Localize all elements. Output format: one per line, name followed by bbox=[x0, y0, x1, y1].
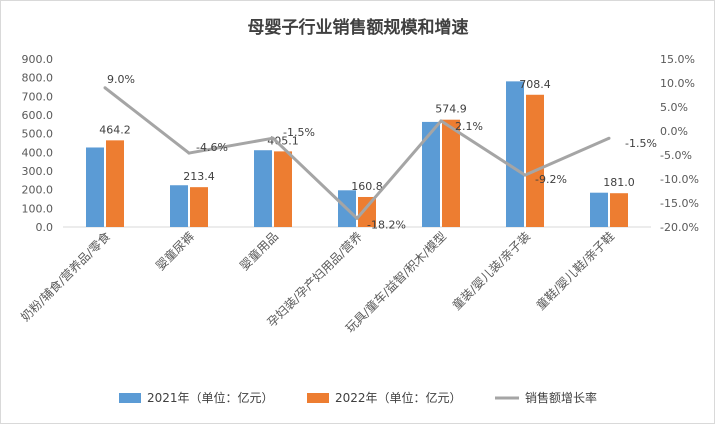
bar-2021 bbox=[170, 185, 188, 227]
bar-2021 bbox=[254, 150, 272, 227]
y-left-tick-label: 0.0 bbox=[36, 221, 54, 234]
x-tick-label: 童装/婴儿装/亲子装 bbox=[449, 229, 533, 313]
growth-rate-data-label: -4.6% bbox=[196, 141, 228, 154]
bar-2021 bbox=[86, 147, 104, 227]
bar-2022-data-label: 405.1 bbox=[267, 134, 299, 147]
bar-2022-data-label: 574.9 bbox=[435, 103, 467, 116]
growth-rate-point bbox=[103, 86, 107, 90]
growth-rate-point bbox=[523, 173, 527, 177]
legend-label-2021: 2021年（单位：亿元） bbox=[147, 390, 274, 405]
growth-rate-point bbox=[355, 216, 359, 220]
bar-2022 bbox=[190, 187, 208, 227]
legend-label-2022: 2022年（单位：亿元） bbox=[335, 390, 462, 405]
bar-2022 bbox=[442, 119, 460, 227]
y-right-tick-label: 15.0% bbox=[660, 53, 695, 66]
bar-2022-data-label: 708.4 bbox=[519, 78, 551, 91]
bar-2022 bbox=[526, 94, 544, 227]
growth-rate-point bbox=[271, 136, 275, 140]
legend-label-growth: 销售额增长率 bbox=[525, 390, 597, 405]
y-left-tick-label: 200.0 bbox=[22, 184, 54, 197]
y-left-tick-label: 700.0 bbox=[22, 90, 54, 103]
growth-rate-data-label: -1.5% bbox=[283, 126, 315, 139]
y-right-tick-label: -5.0% bbox=[660, 149, 692, 162]
y-right-tick-label: -20.0% bbox=[660, 221, 699, 234]
bar-2022 bbox=[106, 140, 124, 227]
y-left-tick-label: 500.0 bbox=[22, 128, 54, 141]
growth-rate-point bbox=[187, 151, 191, 155]
y-right-tick-label: -10.0% bbox=[660, 173, 699, 186]
x-tick-label: 婴童尿裤 bbox=[153, 229, 198, 274]
chart-title: 母婴子行业销售额规模和增速 bbox=[248, 17, 469, 38]
bar-2022-data-label: 464.2 bbox=[99, 123, 131, 136]
x-tick-label: 孕妇装/孕产妇用品/营养 bbox=[264, 229, 365, 330]
x-tick-label: 童鞋/婴儿鞋/亲子鞋 bbox=[533, 229, 617, 313]
growth-rate-point bbox=[607, 136, 611, 140]
bar-2022-data-label: 181.0 bbox=[603, 176, 635, 189]
bar-2021 bbox=[422, 121, 440, 227]
bar-2022-data-label: 160.8 bbox=[351, 180, 383, 193]
legend-swatch-2022 bbox=[307, 393, 329, 403]
y-left-tick-label: 600.0 bbox=[22, 109, 54, 122]
bar-2021 bbox=[590, 192, 608, 227]
bar-2021 bbox=[506, 81, 524, 227]
y-right-tick-label: 10.0% bbox=[660, 77, 695, 90]
y-left-tick-label: 300.0 bbox=[22, 165, 54, 178]
growth-rate-data-label: -1.5% bbox=[625, 137, 657, 150]
y-right-tick-label: 0.0% bbox=[660, 125, 688, 138]
bar-2022 bbox=[274, 151, 292, 227]
growth-rate-data-label: 9.0% bbox=[107, 73, 135, 86]
growth-rate-data-label: -9.2% bbox=[535, 173, 567, 186]
y-right-tick-label: 5.0% bbox=[660, 101, 688, 114]
y-left-tick-label: 400.0 bbox=[22, 146, 54, 159]
y-left-tick-label: 900.0 bbox=[22, 53, 54, 66]
bar-2022 bbox=[610, 193, 628, 227]
x-tick-label: 婴童用品 bbox=[237, 229, 282, 274]
growth-rate-point bbox=[439, 119, 443, 123]
y-left-tick-label: 800.0 bbox=[22, 72, 54, 85]
y-left-tick-label: 100.0 bbox=[22, 202, 54, 215]
legend-swatch-2021 bbox=[119, 393, 141, 403]
growth-rate-data-label: 2.1% bbox=[455, 120, 483, 133]
growth-rate-data-label: -18.2% bbox=[367, 218, 406, 231]
bar-2022-data-label: 213.4 bbox=[183, 170, 215, 183]
y-right-tick-label: -15.0% bbox=[660, 197, 699, 210]
x-tick-label: 奶粉/辅食/营养品/零食 bbox=[18, 229, 114, 325]
bar-2022 bbox=[358, 196, 376, 227]
